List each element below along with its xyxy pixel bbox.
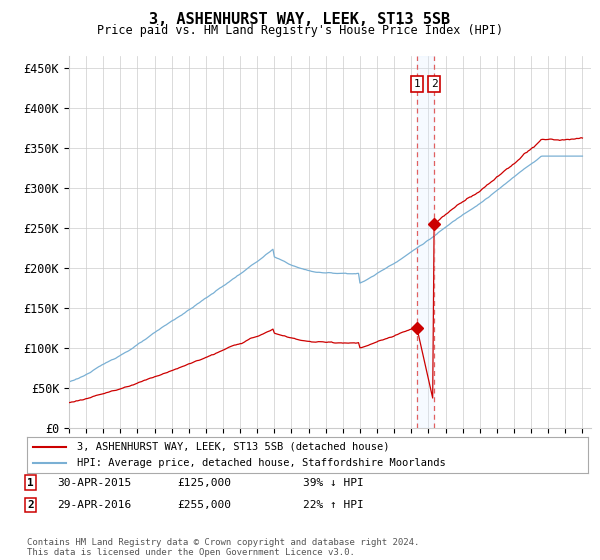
Text: £125,000: £125,000 [177,478,231,488]
Text: 30-APR-2015: 30-APR-2015 [57,478,131,488]
Text: 29-APR-2016: 29-APR-2016 [57,500,131,510]
Text: 1: 1 [413,79,421,89]
Text: 2: 2 [431,79,437,89]
Text: HPI: Average price, detached house, Staffordshire Moorlands: HPI: Average price, detached house, Staf… [77,458,446,468]
Text: 39% ↓ HPI: 39% ↓ HPI [303,478,364,488]
Bar [417,56,434,428]
Text: 2: 2 [27,500,34,510]
Text: Contains HM Land Registry data © Crown copyright and database right 2024.
This d: Contains HM Land Registry data © Crown c… [27,538,419,557]
Text: 22% ↑ HPI: 22% ↑ HPI [303,500,364,510]
Text: Price paid vs. HM Land Registry's House Price Index (HPI): Price paid vs. HM Land Registry's House … [97,24,503,36]
Text: £255,000: £255,000 [177,500,231,510]
Text: 1: 1 [27,478,34,488]
Text: 3, ASHENHURST WAY, LEEK, ST13 5SB (detached house): 3, ASHENHURST WAY, LEEK, ST13 5SB (detac… [77,442,390,452]
Text: 3, ASHENHURST WAY, LEEK, ST13 5SB: 3, ASHENHURST WAY, LEEK, ST13 5SB [149,12,451,27]
